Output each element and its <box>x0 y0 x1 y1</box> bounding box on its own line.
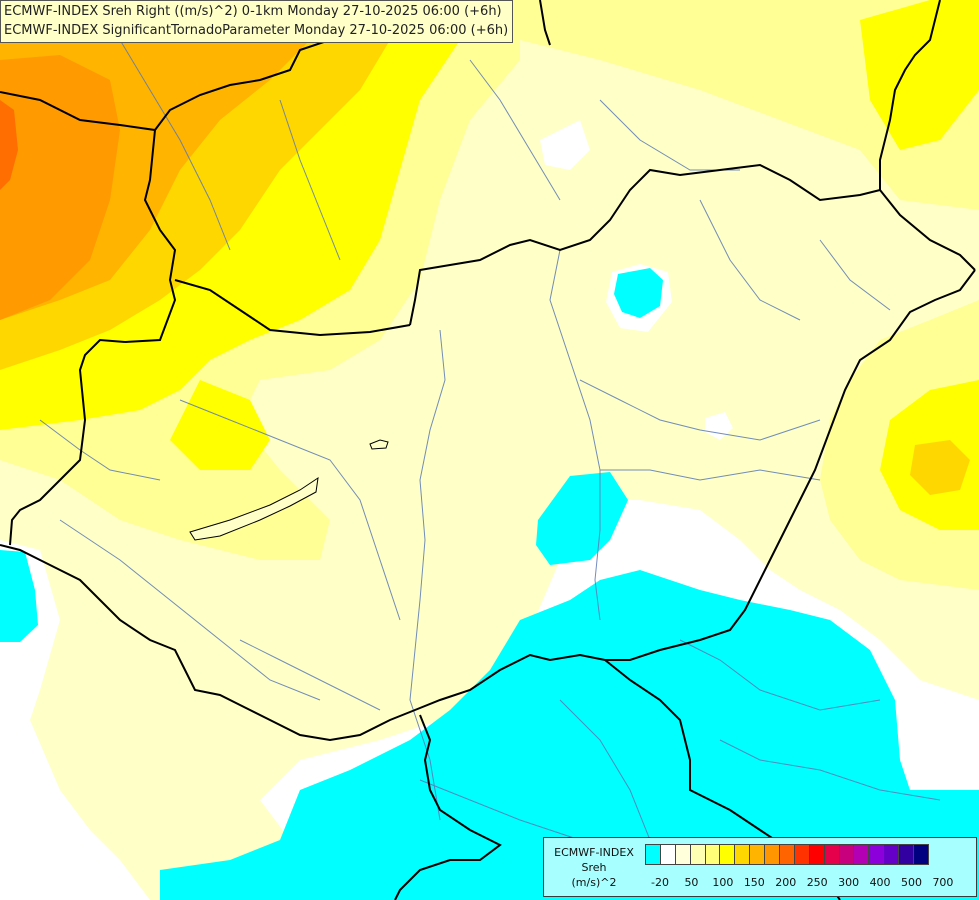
legend-title-line: ECMWF-INDEX <box>554 846 634 859</box>
color-legend: ECMWF-INDEX Sreh (m/s)^2 -20 50 100 150 200 2… <box>543 837 977 897</box>
white-spot-north <box>540 120 590 170</box>
legend-tick-label: 400 <box>869 876 891 889</box>
cyan-region-center <box>536 472 628 565</box>
legend-swatch <box>898 844 915 865</box>
legend-title: ECMWF-INDEX Sreh (m/s)^2 <box>544 845 644 890</box>
legend-tick-label: 150 <box>743 876 765 889</box>
legend-tick-label: -20 <box>651 876 669 889</box>
legend-swatch <box>838 844 855 865</box>
legend-swatch <box>779 844 795 865</box>
red-orange-region-northwest <box>0 100 18 190</box>
legend-title-line: (m/s)^2 <box>571 876 617 889</box>
legend-swatch <box>734 844 751 865</box>
legend-swatch <box>823 844 840 865</box>
rivers <box>39 39 941 841</box>
legend-tick-label: 50 <box>684 876 699 889</box>
legend-swatch <box>764 844 781 865</box>
legend-tick-label: 200 <box>775 876 797 889</box>
legend-swatch <box>704 844 721 865</box>
legend-swatch <box>689 844 706 865</box>
cyan-region-south <box>160 570 979 900</box>
lake-small <box>369 439 389 450</box>
map-title-box: ECMWF-INDEX Sreh Right ((m/s)^2) 0-1km M… <box>0 0 514 43</box>
legend-swatch <box>883 844 900 865</box>
legend-ticks: -20 50 100 150 200 250 300 400 500 700 <box>645 876 975 890</box>
legend-swatch <box>853 844 870 865</box>
legend-swatch <box>913 844 929 865</box>
legend-swatch <box>793 844 810 865</box>
title-line-1: ECMWF-INDEX Sreh Right ((m/s)^2) 0-1km M… <box>4 4 502 19</box>
legend-swatch <box>808 844 825 865</box>
legend-swatch <box>868 844 885 865</box>
legend-swatch <box>674 844 691 865</box>
legend-title-line: Sreh <box>581 861 607 874</box>
lake-balaton <box>189 476 319 541</box>
legend-swatches <box>645 844 929 865</box>
legend-swatch <box>645 844 661 865</box>
legend-tick-label: 250 <box>806 876 828 889</box>
legend-tick-label: 700 <box>932 876 954 889</box>
legend-tick-label: 500 <box>901 876 922 889</box>
legend-swatch <box>719 844 736 865</box>
legend-tick-label: 100 <box>712 876 734 889</box>
gold-spot-east <box>910 440 970 495</box>
legend-swatch <box>749 844 766 865</box>
yellow-region-mid <box>170 380 270 470</box>
legend-swatch <box>659 844 676 865</box>
title-line-2: ECMWF-INDEX SignificantTornadoParameter … <box>4 23 509 38</box>
yellow-region-northeast <box>860 0 979 150</box>
white-region-southwest <box>0 540 150 900</box>
white-spot-east <box>705 412 733 440</box>
cyan-spot-north <box>614 268 663 318</box>
legend-tick-label: 300 <box>838 876 860 889</box>
cyan-region-west <box>0 550 38 642</box>
